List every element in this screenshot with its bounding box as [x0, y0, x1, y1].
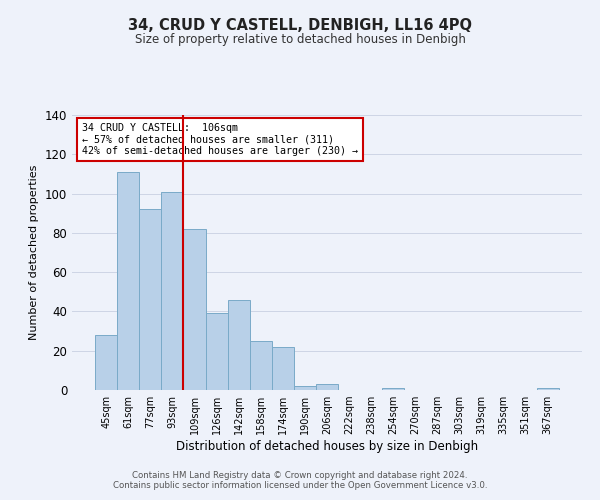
X-axis label: Distribution of detached houses by size in Denbigh: Distribution of detached houses by size …: [176, 440, 478, 453]
Text: Size of property relative to detached houses in Denbigh: Size of property relative to detached ho…: [134, 32, 466, 46]
Text: 34, CRUD Y CASTELL, DENBIGH, LL16 4PQ: 34, CRUD Y CASTELL, DENBIGH, LL16 4PQ: [128, 18, 472, 32]
Text: Contains HM Land Registry data © Crown copyright and database right 2024.
Contai: Contains HM Land Registry data © Crown c…: [113, 470, 487, 490]
Text: 34 CRUD Y CASTELL:  106sqm
← 57% of detached houses are smaller (311)
42% of sem: 34 CRUD Y CASTELL: 106sqm ← 57% of detac…: [82, 123, 358, 156]
Bar: [95, 335, 117, 390]
Bar: [382, 388, 404, 390]
Bar: [537, 388, 559, 390]
Bar: [206, 314, 227, 390]
Bar: [139, 210, 161, 390]
Bar: [184, 229, 206, 390]
Bar: [316, 384, 338, 390]
Bar: [227, 300, 250, 390]
Bar: [250, 341, 272, 390]
Bar: [117, 172, 139, 390]
Bar: [161, 192, 184, 390]
Y-axis label: Number of detached properties: Number of detached properties: [29, 165, 39, 340]
Bar: [294, 386, 316, 390]
Bar: [272, 347, 294, 390]
